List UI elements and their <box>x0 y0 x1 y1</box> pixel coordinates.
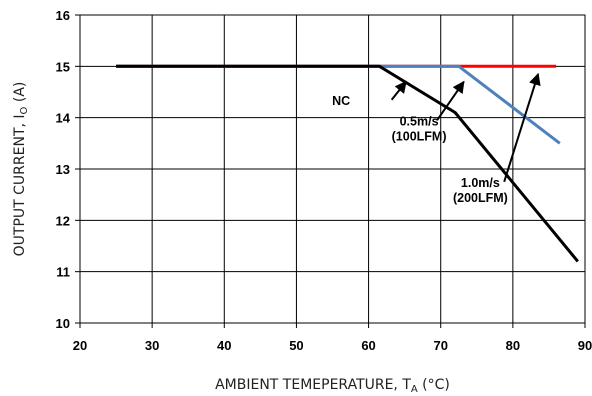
series-lines <box>116 64 579 263</box>
annotation-label: 0.5m/s (100LFM) <box>392 114 447 143</box>
y-tick-label: 13 <box>56 162 70 177</box>
x-tick-label: 90 <box>578 338 592 353</box>
annotation-arrow <box>390 80 407 101</box>
y-tick-label: 14 <box>56 111 71 126</box>
annotation-arrow <box>503 72 541 183</box>
y-axis-ticks: 10 11 12 13 14 15 16 <box>56 8 80 331</box>
y-axis-title: OUTPUT CURRENT, IO (A) <box>12 82 30 257</box>
annotation-arrow <box>436 80 465 121</box>
x-tick-label: 50 <box>289 338 303 353</box>
x-tick-label: 80 <box>506 338 520 353</box>
x-tick-label: 70 <box>433 338 447 353</box>
series-line-3 <box>116 64 579 263</box>
x-tick-label: 30 <box>145 338 159 353</box>
annotation-label: NC <box>332 94 350 108</box>
x-tick-label: 20 <box>73 338 87 353</box>
x-tick-label: 60 <box>361 338 375 353</box>
x-axis-title: AMBIENT TEMEPERATURE, TA (°C) <box>215 377 450 395</box>
x-axis-ticks: 20 30 40 50 60 70 80 90 <box>73 323 592 353</box>
y-tick-label: 10 <box>56 316 70 331</box>
y-tick-label: 11 <box>56 265 70 280</box>
annotation-label: 1.0m/s (200LFM) <box>453 176 508 205</box>
y-tick-label: 12 <box>56 213 70 228</box>
y-tick-label: 16 <box>56 8 70 23</box>
y-tick-label: 15 <box>56 59 70 74</box>
x-tick-label: 40 <box>217 338 231 353</box>
annotations: NC 0.5m/s (100LFM) 1.0m/s (200LFM) <box>332 72 541 205</box>
